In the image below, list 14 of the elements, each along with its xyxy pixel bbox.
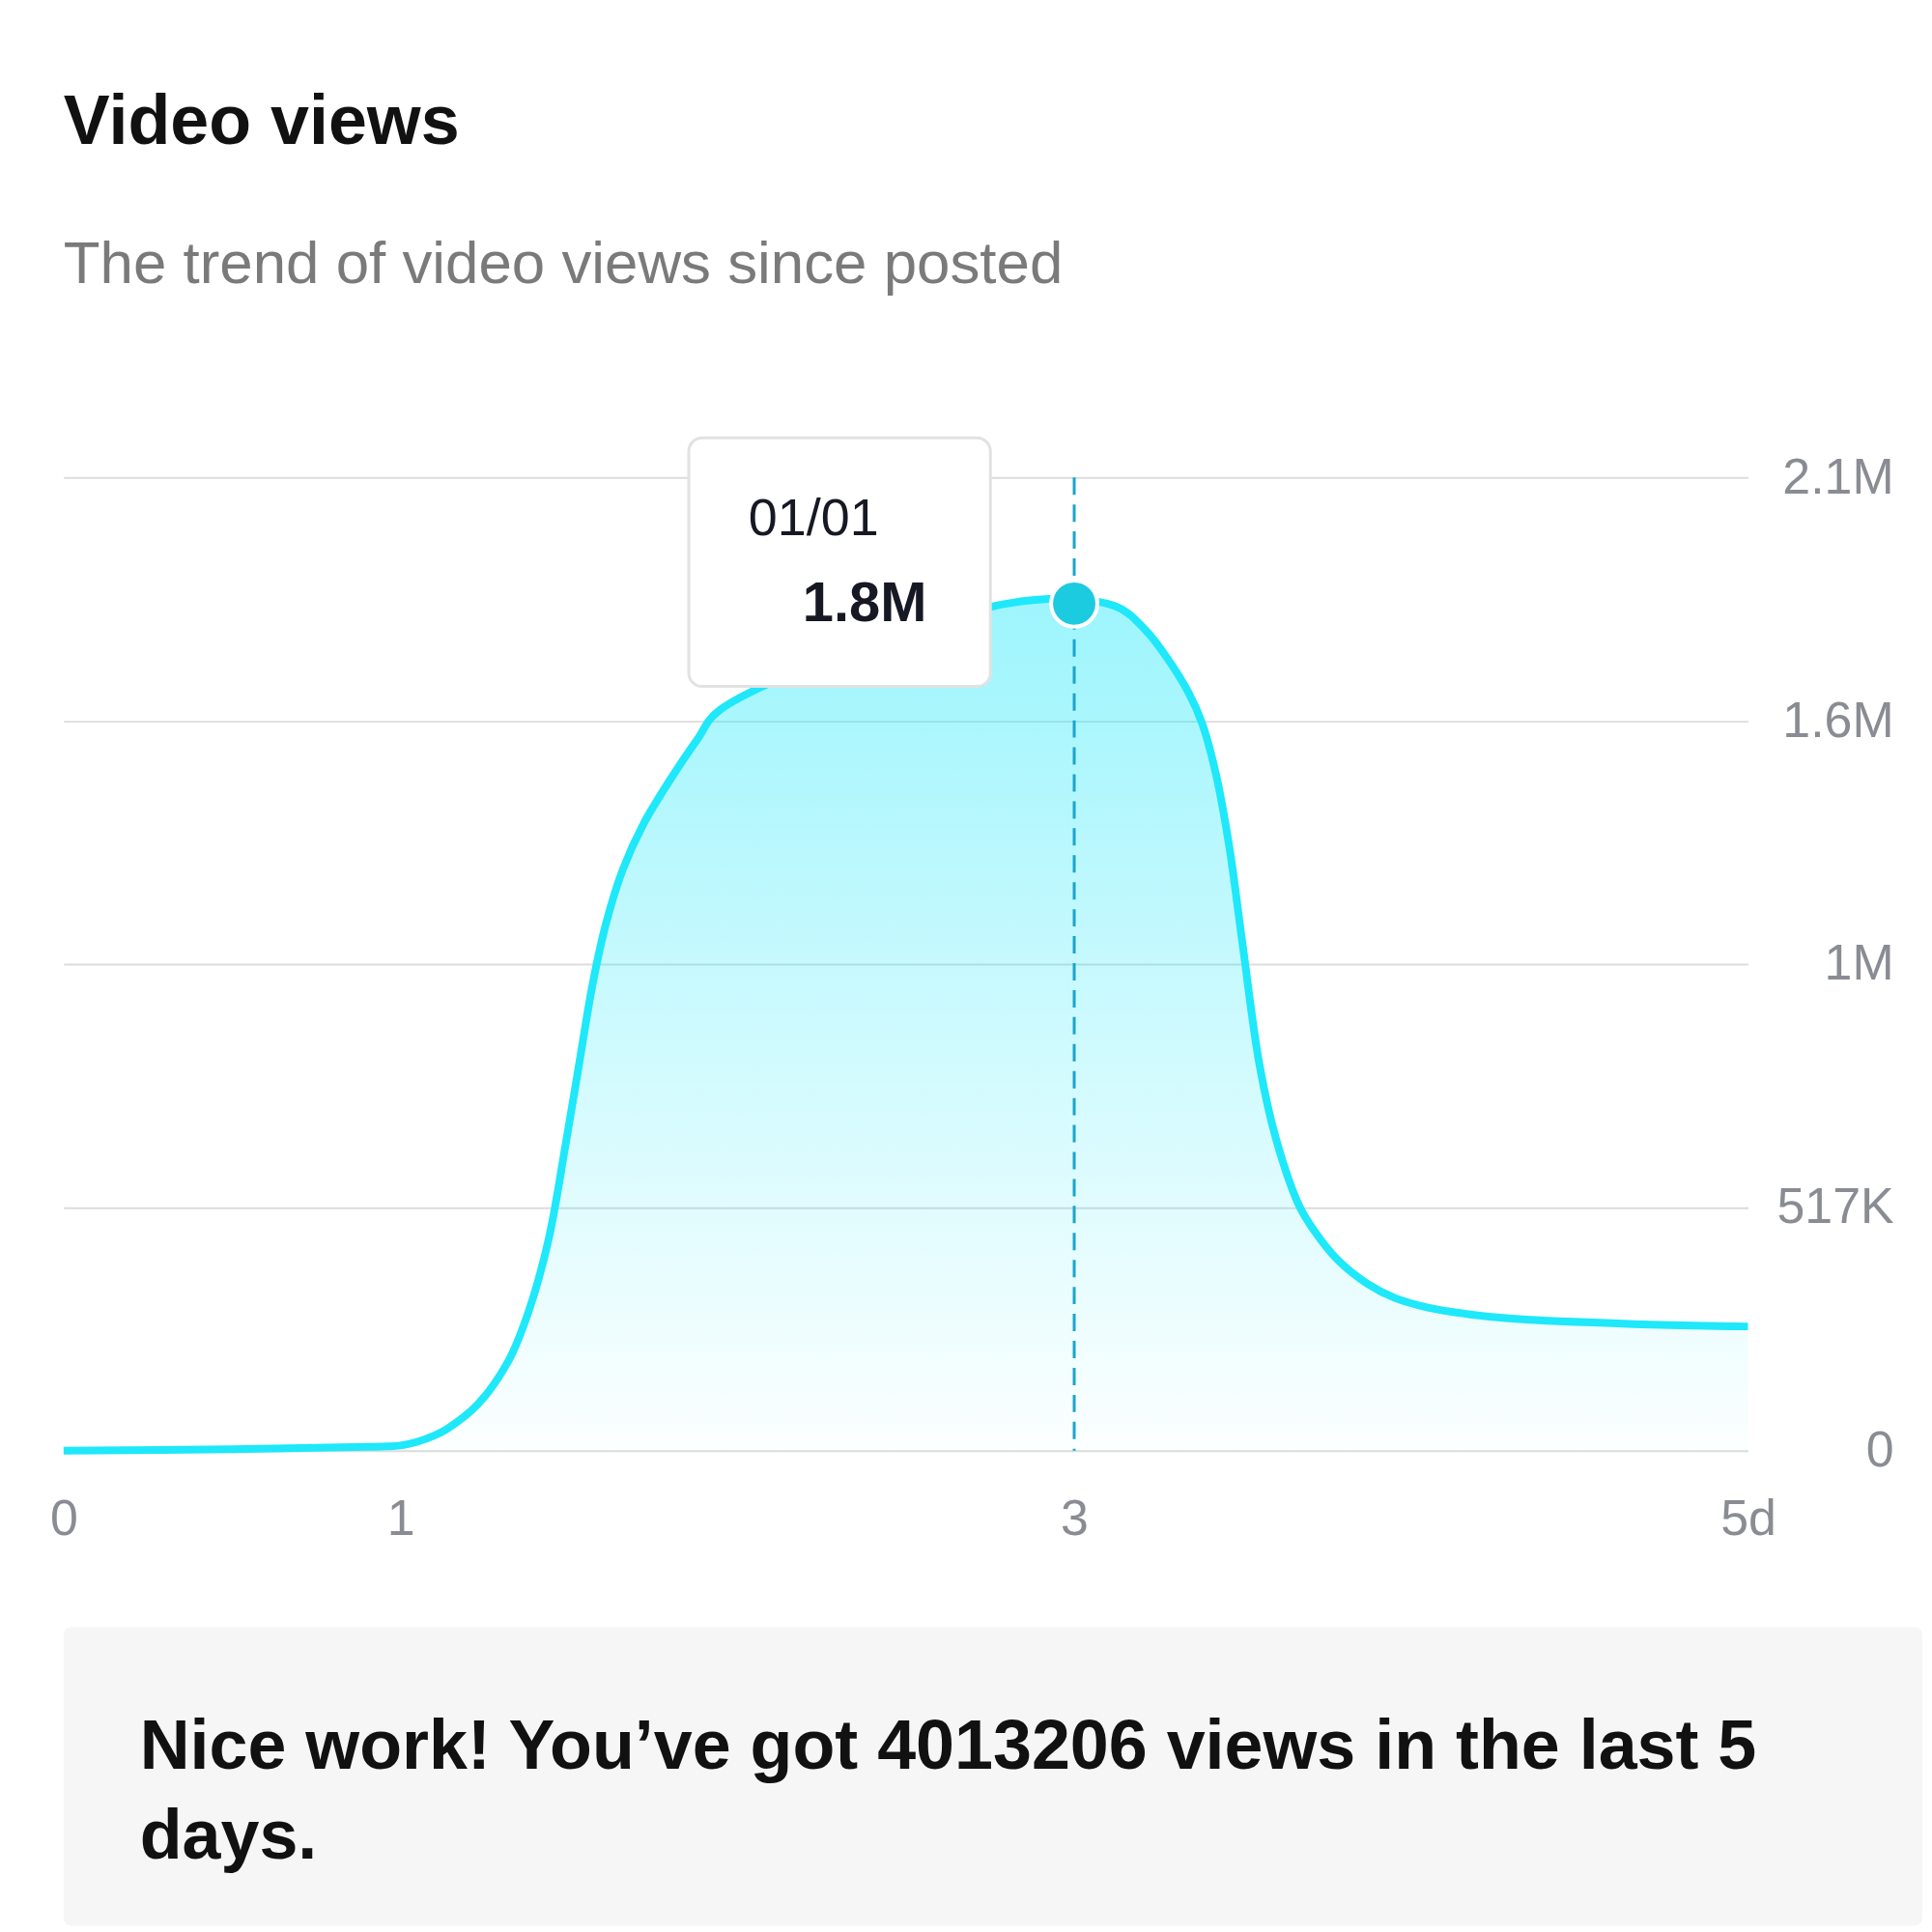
x-tick-label: 1 bbox=[386, 1490, 415, 1547]
chart-title: Video views bbox=[63, 80, 460, 158]
y-tick-label: 517K bbox=[1776, 1178, 1894, 1235]
y-tick-label: 0 bbox=[1865, 1421, 1894, 1478]
x-tick-label: 0 bbox=[49, 1490, 78, 1547]
x-tick-label: 5d bbox=[1720, 1490, 1776, 1547]
x-tick-label: 3 bbox=[1061, 1490, 1089, 1547]
chart-subtitle: The trend of video views since posted bbox=[63, 229, 1064, 297]
y-tick-label: 1M bbox=[1824, 934, 1894, 991]
annotation: 01/01 bbox=[748, 488, 879, 546]
y-tick-label: 2.1M bbox=[1782, 447, 1894, 504]
text: Nice work! You’ve got 4013206 views in the last 5 days. bbox=[139, 1705, 1757, 1873]
y-tick-label: 1.6M bbox=[1782, 691, 1894, 748]
annotation: 1.8M bbox=[802, 570, 927, 633]
